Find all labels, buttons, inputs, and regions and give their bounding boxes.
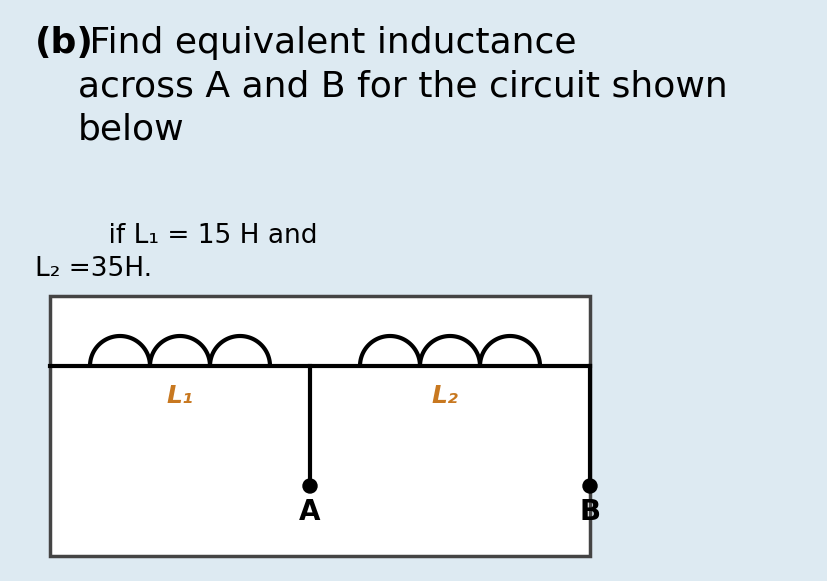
Text: L₂: L₂ <box>431 384 458 408</box>
Circle shape <box>582 479 596 493</box>
Bar <box>50 296 590 556</box>
Text: A: A <box>299 498 320 526</box>
Text: if L₁ = 15 H and: if L₁ = 15 H and <box>75 223 317 249</box>
Circle shape <box>303 479 317 493</box>
Text: (b): (b) <box>35 26 93 60</box>
Text: B: B <box>579 498 600 526</box>
Text: L₁: L₁ <box>166 384 194 408</box>
Text: Find equivalent inductance
across A and B for the circuit shown
below: Find equivalent inductance across A and … <box>78 26 727 147</box>
Text: L₂ =35H.: L₂ =35H. <box>35 256 152 282</box>
